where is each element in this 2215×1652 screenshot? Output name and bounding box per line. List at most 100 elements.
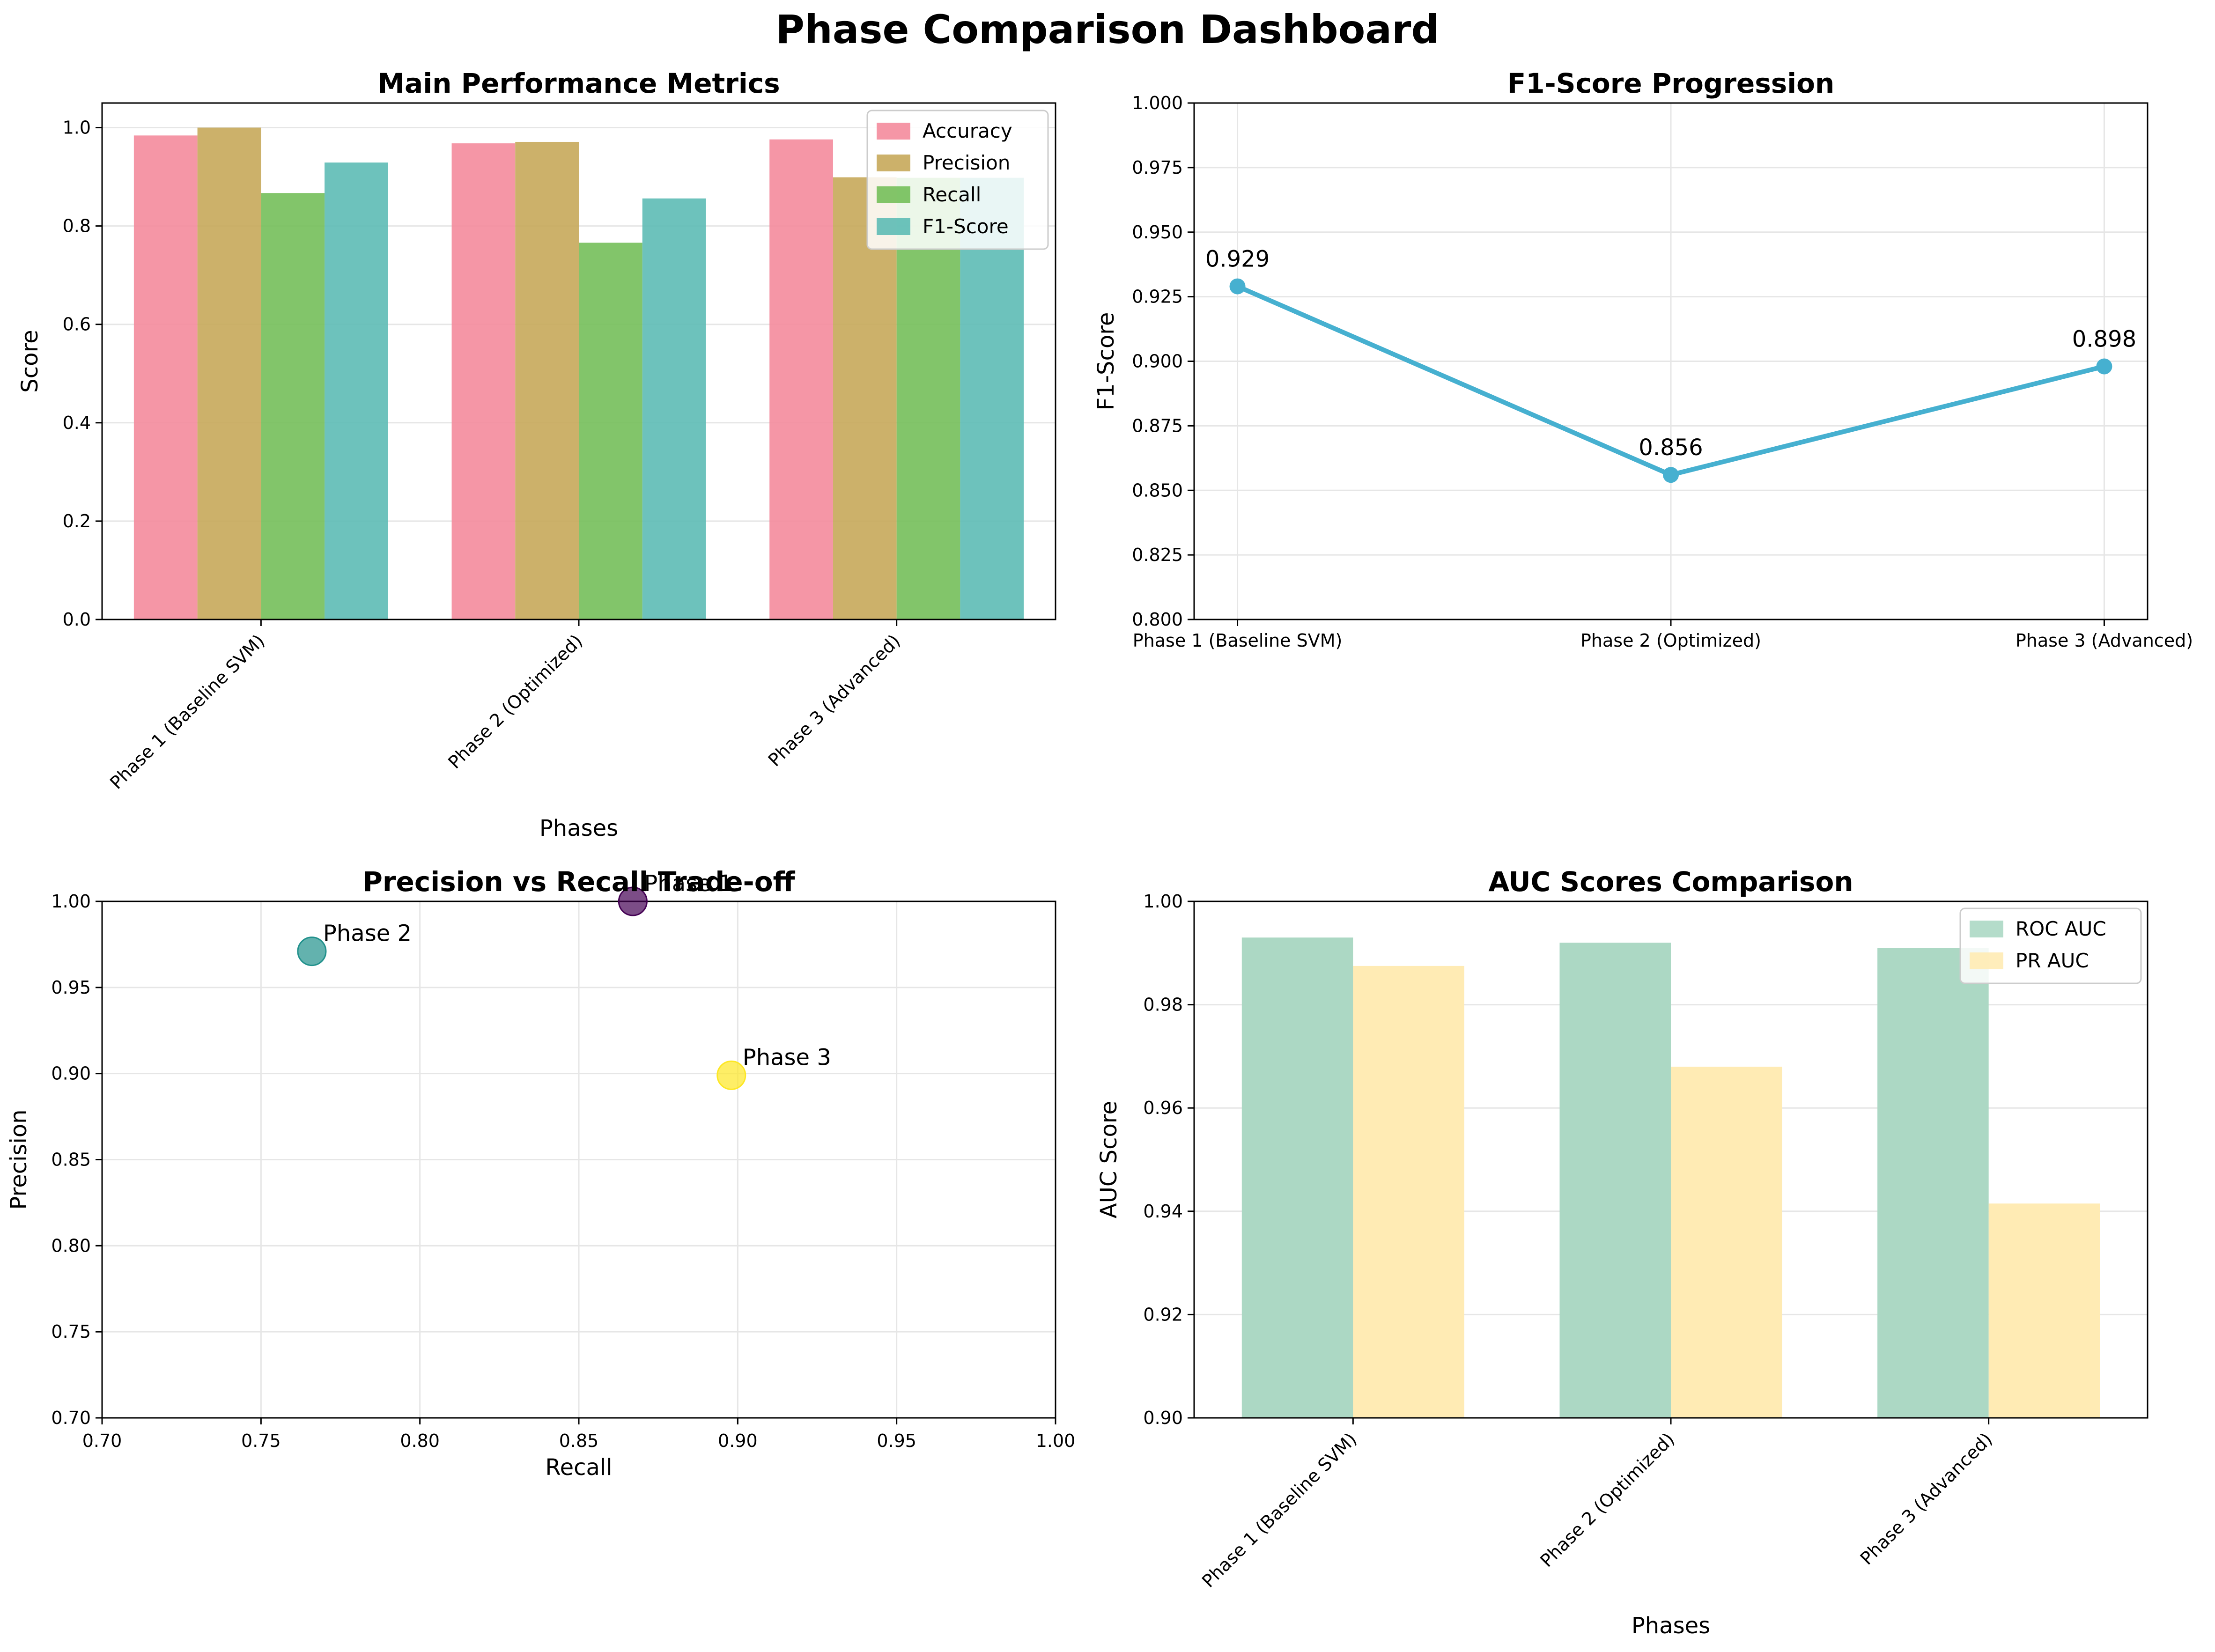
y-tick-label: 0.95: [51, 977, 91, 998]
point-label: Phase 1: [644, 870, 732, 897]
legend-swatch: [877, 218, 910, 235]
y-tick-label: 0.75: [51, 1321, 91, 1342]
y-tick-label: 0.96: [1143, 1098, 1183, 1118]
bar-roc-auc: [1877, 948, 1989, 1418]
y-tick-label: 0.925: [1132, 287, 1183, 307]
bar-precision: [515, 141, 579, 620]
point-label: Phase 3: [743, 1044, 831, 1070]
plot-frame: [101, 900, 1056, 1419]
f1-marker: [1229, 278, 1246, 295]
legend-label: F1-Score: [923, 215, 1009, 238]
dashboard-title: Phase Comparison Dashboard: [775, 7, 1439, 52]
bar-f1-score: [960, 177, 1024, 620]
x-tick-label: 0.70: [82, 1431, 122, 1451]
x-tick-label: 0.80: [400, 1431, 440, 1451]
bar-roc-auc: [1241, 937, 1353, 1418]
f1-marker: [1663, 467, 1679, 483]
x-tick-label: Phase 1 (Baseline SVM): [1133, 630, 1343, 651]
bar-pr-auc: [1671, 1066, 1782, 1418]
x-tick-label: 0.85: [559, 1431, 599, 1451]
legend-swatch: [1970, 952, 2003, 969]
legend-swatch: [877, 155, 910, 171]
f1-data-label: 0.929: [1205, 246, 1270, 273]
bar-accuracy: [769, 139, 833, 620]
legend-label: Recall: [923, 183, 981, 206]
legend-label: Precision: [923, 151, 1010, 174]
x-tick-label: 0.75: [241, 1431, 281, 1451]
bar-precision: [833, 177, 897, 620]
bar-recall: [896, 177, 960, 620]
point-label: Phase 2: [323, 921, 412, 947]
bar-f1-score: [325, 162, 388, 620]
y-tick-label: 0.875: [1132, 415, 1183, 436]
y-tick-label: 0.92: [1143, 1304, 1183, 1325]
y-tick-label: 0.98: [1143, 995, 1183, 1015]
x-tick-label: Phase 2 (Optimized): [1580, 630, 1761, 651]
chart-f1-progression: 0.800 0.825 0.850 0.875 0.900 0.925 0.950 0.975…: [1093, 67, 2193, 651]
y-axis-label: F1-Score: [1093, 312, 1119, 411]
legend-box: [866, 110, 1049, 250]
y-tick-label: 0.94: [1143, 1201, 1183, 1222]
legend-swatch: [877, 186, 910, 203]
legend-box: [1959, 907, 2142, 984]
y-tick-label: 0.90: [51, 1063, 91, 1084]
legend-label: Accuracy: [923, 119, 1012, 142]
y-axis-label: Precision: [6, 1109, 32, 1210]
y-tick-label: 0.825: [1132, 545, 1183, 565]
f1-data-label: 0.856: [1639, 435, 1703, 461]
x-axis-label: Phases: [539, 815, 618, 841]
bar-recall: [261, 193, 325, 620]
y-tick-label: 0.6: [63, 314, 91, 335]
x-tick-label: 0.90: [718, 1431, 758, 1451]
scatter-point: [618, 886, 648, 916]
x-tick-label: Phase 3 (Advanced): [2016, 630, 2193, 651]
y-tick-label: 0.0: [63, 609, 91, 630]
y-tick-label: 0.950: [1132, 222, 1183, 243]
y-tick-label: 1.000: [1132, 93, 1183, 113]
y-tick-label: 0.800: [1132, 609, 1183, 630]
y-tick-label: 1.00: [51, 891, 91, 912]
legend-swatch: [877, 123, 910, 140]
y-tick-label: 0.8: [63, 216, 91, 236]
y-axis-label: AUC Score: [1096, 1101, 1122, 1218]
bar-recall: [579, 243, 642, 620]
x-tick-label: 0.95: [877, 1431, 916, 1451]
bar-precision: [197, 127, 261, 620]
y-tick-label: 0.900: [1132, 351, 1183, 372]
chart-title: AUC Scores Comparison: [1488, 866, 1853, 898]
y-tick-label: 0.80: [51, 1235, 91, 1256]
y-tick-label: 0.2: [63, 511, 91, 531]
scatter-point: [716, 1060, 746, 1090]
x-axis-label: Recall: [545, 1454, 612, 1481]
x-axis-label: Phases: [1632, 1613, 1710, 1639]
bar-f1-score: [642, 198, 706, 620]
legend-label: ROC AUC: [2016, 917, 2106, 940]
y-tick-label: 0.85: [51, 1150, 91, 1170]
y-tick-label: 1.00: [1143, 891, 1183, 912]
chart-title: Precision vs Recall Trade-off: [362, 866, 795, 898]
scatter-point: [297, 937, 327, 966]
f1-marker: [2096, 358, 2112, 375]
bar-roc-auc: [1559, 943, 1671, 1418]
chart-title: F1-Score Progression: [1507, 67, 1835, 99]
f1-data-label: 0.898: [2072, 326, 2136, 353]
y-tick-label: 0.4: [63, 413, 91, 433]
bar-accuracy: [451, 143, 516, 620]
y-tick-label: 0.975: [1132, 157, 1183, 178]
bar-pr-auc: [1988, 1203, 2100, 1418]
legend-swatch: [1970, 921, 2003, 937]
y-tick-label: 0.70: [51, 1408, 91, 1428]
y-axis-label: Score: [17, 330, 43, 392]
chart-title: Main Performance Metrics: [377, 67, 780, 99]
legend-label: PR AUC: [2016, 949, 2089, 972]
bar-accuracy: [133, 135, 198, 620]
x-tick-label: 1.00: [1036, 1431, 1076, 1451]
y-tick-label: 0.850: [1132, 480, 1183, 501]
bar-pr-auc: [1353, 966, 1464, 1418]
y-tick-label: 0.90: [1143, 1408, 1183, 1428]
chart-precision-recall: 0.70 0.75 0.80 0.85 0.90 0.95 1.00 0.70 0.75 0.80…: [6, 866, 1075, 1481]
